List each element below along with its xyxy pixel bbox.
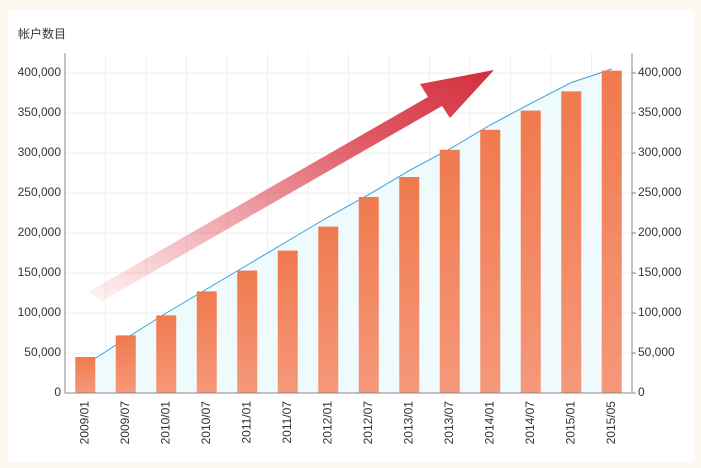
bar [196,291,217,393]
x-tick-label: 2010/01 [158,401,172,445]
bar [237,270,258,393]
y-tick-label: 200,000 [18,225,62,239]
y-tick-label: 250,000 [18,185,62,199]
x-tick-label: 2010/07 [199,401,213,445]
bar [561,91,582,394]
y-tick-label: 300,000 [18,145,62,159]
trend-arrow [88,70,494,301]
x-tick-label: 2014/07 [523,401,537,445]
y-tick-label: 150,000 [18,265,62,279]
x-tick-label: 2011/07 [280,401,294,444]
y2-tick-label: 350,000 [638,105,682,119]
x-tick-label: 2013/01 [401,401,415,445]
y2-tick-label: 200,000 [638,225,682,239]
bar [399,177,420,393]
chart-title: 帐户数目 [18,26,66,41]
x-tick-label: 2013/07 [442,401,456,445]
x-tick-label: 2015/05 [604,401,618,445]
bar [75,357,96,393]
line [84,68,612,366]
y-tick-label: 400,000 [18,65,62,79]
bar [520,110,541,393]
area [85,69,612,393]
y2-tick-label: 250,000 [638,185,682,199]
bar [601,70,622,393]
y2-tick-label: 150,000 [638,265,682,279]
bar [156,315,177,393]
bar [277,250,298,393]
x-tick-label: 2009/01 [77,401,91,445]
x-tick-label: 2015/01 [563,401,577,445]
y2-tick-label: 0 [638,385,645,399]
x-tick-label: 2011/01 [239,401,253,444]
x-tick-label: 2012/01 [320,401,334,445]
y2-tick-label: 300,000 [638,145,682,159]
x-tick-label: 2012/07 [361,401,375,445]
y-tick-label: 100,000 [18,305,62,319]
y-tick-label: 0 [54,385,61,399]
y2-tick-label: 50,000 [638,345,675,359]
x-tick-label: 2009/07 [118,401,132,445]
bar [318,226,339,393]
bar [358,197,379,393]
bar [115,335,136,393]
y2-tick-label: 100,000 [638,305,682,319]
bar [439,149,460,393]
bar [480,129,501,394]
x-tick-label: 2014/01 [482,401,496,445]
y-tick-label: 350,000 [18,105,62,119]
y2-tick-label: 400,000 [638,65,682,79]
y-tick-label: 50,000 [24,345,61,359]
